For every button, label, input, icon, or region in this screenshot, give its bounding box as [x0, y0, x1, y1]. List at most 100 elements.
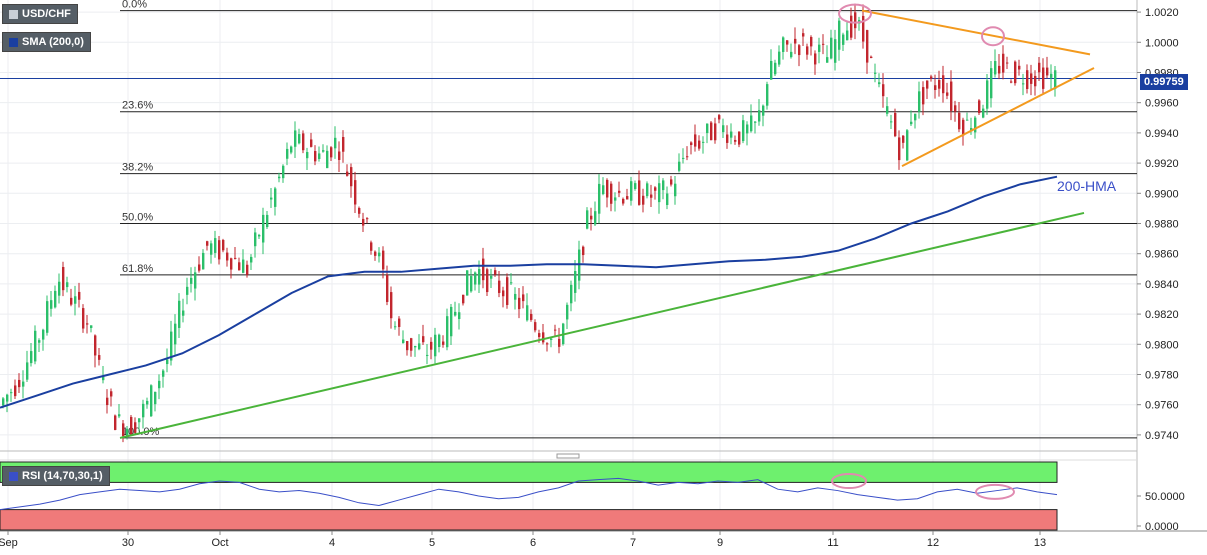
rsi-high-marker-icon [831, 473, 867, 490]
candle-body [1006, 62, 1009, 64]
candle-body [906, 130, 909, 161]
candle-body [2, 398, 5, 406]
candle-body [158, 380, 161, 389]
candle-body [514, 293, 517, 300]
candle-body [382, 250, 385, 270]
candle-body [826, 57, 829, 63]
candle-body [1026, 70, 1029, 90]
candle-body [558, 338, 561, 347]
candle-body [822, 43, 825, 45]
candle-body [358, 208, 361, 214]
candle-body [66, 282, 69, 288]
candle-body [322, 150, 325, 152]
candle-body [682, 157, 685, 159]
candle-body [610, 183, 613, 204]
candle-body [370, 242, 373, 251]
candle-body [218, 240, 221, 260]
candle-body [398, 318, 401, 327]
candle-body [486, 269, 489, 293]
candle-body [1014, 61, 1017, 84]
candle-body [770, 60, 773, 80]
candle-body [238, 262, 241, 271]
candle-body [278, 176, 281, 179]
rsi-swatch-icon [9, 471, 18, 481]
candle-body [194, 272, 197, 289]
candle-body [470, 276, 473, 292]
candle-body [338, 151, 341, 160]
candle-body [182, 310, 185, 316]
candle-body [174, 323, 177, 345]
candle-body [722, 125, 725, 133]
candle-body [386, 275, 389, 302]
rsi-legend[interactable]: RSI (14,70,30,1) [2, 466, 110, 486]
price-tick-label: 0.9740 [1145, 430, 1179, 442]
rsi-line [0, 477, 1058, 511]
candle-body [290, 146, 293, 153]
candle-body [946, 92, 949, 96]
candle-body [538, 333, 541, 338]
time-tick-label: Oct [211, 537, 228, 549]
candle-body [478, 269, 481, 285]
price-tick-label: 0.9840 [1145, 279, 1179, 291]
price-tick-label: 0.9780 [1145, 369, 1179, 381]
triangle-support-line [901, 67, 1095, 167]
candle-body [566, 304, 569, 320]
candle-body [282, 165, 285, 179]
candle-body [978, 100, 981, 114]
time-axis: Sep 30 Oct 4 5 6 7 9 11 12 13 [0, 531, 1046, 549]
candle-body [402, 339, 405, 343]
symbol-legend[interactable]: USD/CHF [2, 4, 78, 24]
candle-body [10, 392, 13, 394]
candle-body [494, 270, 497, 275]
candle-body [406, 341, 409, 351]
candle-body [254, 232, 257, 247]
candle-body [62, 266, 65, 291]
candle-body [190, 277, 193, 284]
candle-body [294, 130, 297, 147]
candle-body [178, 300, 181, 328]
candle-body [854, 12, 857, 29]
candle-body [482, 258, 485, 281]
candle-body [766, 84, 769, 106]
candle-body [1054, 70, 1057, 89]
candle-body [714, 123, 717, 141]
time-tick-label: Sep [0, 537, 18, 549]
candle-body [170, 331, 173, 361]
candle-body [70, 297, 73, 305]
candle-body [630, 181, 633, 201]
candle-body [754, 121, 757, 123]
fib-level-label: 23.6% [122, 100, 153, 112]
candle-body [1034, 75, 1037, 87]
candle-body [186, 286, 189, 295]
candle-body [210, 243, 213, 255]
candle-body [1022, 83, 1025, 85]
candle-body [502, 290, 505, 297]
price-tick-label: 0.9940 [1145, 128, 1179, 140]
candle-body [874, 72, 877, 74]
candle-body [606, 179, 609, 198]
rsi-label: RSI (14,70,30,1) [22, 470, 103, 482]
time-tick-label: 5 [429, 537, 435, 549]
candle-body [726, 134, 729, 143]
candle-body [762, 105, 765, 116]
candle-body [458, 312, 461, 320]
candle-body [842, 34, 845, 45]
candle-body [346, 171, 349, 176]
candle-body [914, 113, 917, 121]
candle-body [790, 51, 793, 58]
candle-body [698, 140, 701, 149]
candle-body [246, 264, 249, 275]
candle-body [30, 351, 33, 364]
candle-body [438, 334, 441, 347]
candle-body [586, 210, 589, 229]
candle-body [226, 252, 229, 261]
candle-body [526, 305, 529, 321]
candle-body [986, 80, 989, 109]
candle-body [954, 105, 957, 112]
candle-body [1038, 62, 1041, 73]
candle-body [786, 40, 789, 45]
price-tick-label: 0.9820 [1145, 309, 1179, 321]
ascending-support-line [119, 211, 1085, 439]
sma-legend[interactable]: SMA (200,0) [2, 32, 91, 52]
candle-body [582, 246, 585, 256]
